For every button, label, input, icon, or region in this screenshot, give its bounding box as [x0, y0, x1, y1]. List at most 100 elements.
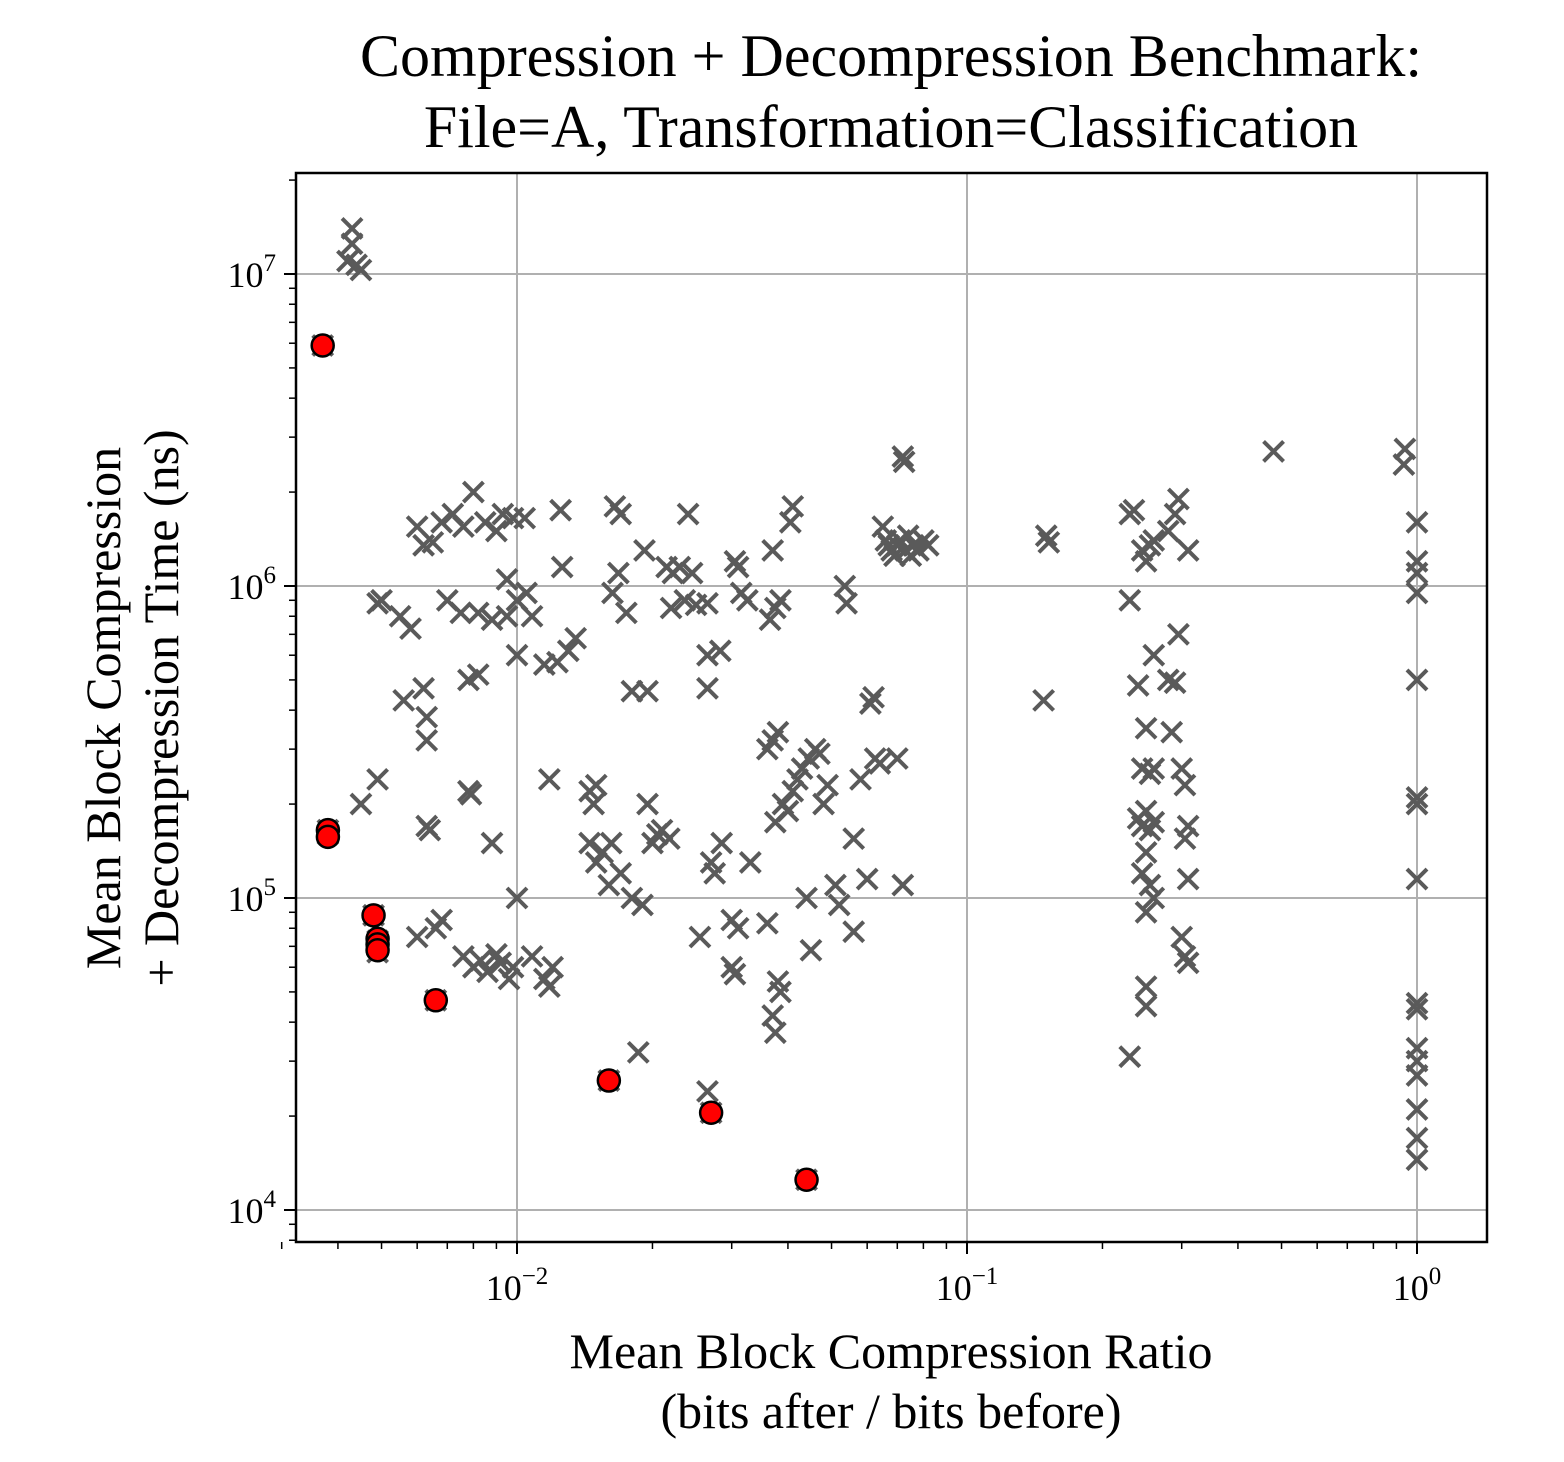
x-marker-point-10 — [399, 617, 422, 641]
x-marker-point-119 — [738, 851, 762, 874]
chart-title-line-1: Compression + Decompression Benchmark: — [360, 23, 1422, 89]
x-marker-point-111 — [720, 955, 744, 979]
chart-title-line-2: File=A, Transformation=Classification — [424, 94, 1358, 160]
x-axis-label-line-1: Mean Block Compression Ratio — [570, 1323, 1213, 1379]
y-axis-label-line-1: Mean Block Compression — [75, 447, 131, 969]
x-marker-point-114 — [696, 1079, 719, 1103]
x-marker-point-120 — [755, 911, 779, 935]
x-marker-point-166 — [891, 445, 915, 468]
x-marker-point-37 — [556, 639, 580, 663]
x-marker-point-2 — [340, 232, 364, 256]
x-marker-point-206 — [1156, 519, 1180, 543]
x-marker-point-152 — [842, 920, 866, 944]
x-marker-point-110 — [726, 916, 750, 940]
x-marker-point-146 — [799, 938, 823, 962]
x-marker-point-133 — [781, 779, 805, 803]
x-marker-point-57 — [469, 949, 492, 973]
x-marker-point-93 — [626, 1040, 650, 1064]
x-marker-point-54 — [430, 908, 454, 932]
pareto-point-10 — [698, 1100, 724, 1125]
x-marker-point-63 — [505, 886, 529, 910]
x-marker-point-64 — [520, 944, 544, 968]
x-marker-point-124 — [769, 588, 792, 612]
pareto-point-11 — [794, 1167, 819, 1193]
x-marker-point-200 — [1138, 873, 1162, 897]
pareto-point-3 — [315, 824, 341, 850]
x-marker-point-167 — [892, 450, 916, 474]
x-marker-point-40 — [412, 676, 435, 700]
x-marker-point-51 — [480, 831, 504, 855]
x-marker-point-222 — [1262, 440, 1285, 463]
x-marker-point-158 — [868, 751, 892, 775]
x-marker-point-211 — [1156, 668, 1180, 692]
x-marker-point-188 — [1126, 674, 1150, 697]
x-marker-point-98 — [680, 561, 704, 585]
x-marker-point-48 — [418, 818, 442, 842]
x-marker-point-72 — [578, 831, 602, 855]
x-marker-point-189 — [1142, 643, 1166, 667]
x-marker-point-85 — [633, 539, 656, 562]
x-marker-point-203 — [1134, 975, 1158, 999]
x-marker-point-104 — [708, 639, 732, 663]
x-marker-point-122 — [761, 539, 785, 562]
x-marker-point-139 — [812, 792, 835, 816]
pareto-point-7 — [365, 938, 390, 963]
x-marker-point-204 — [1134, 994, 1158, 1018]
x-marker-point-224 — [1392, 453, 1416, 476]
x-marker-point-13 — [421, 530, 445, 554]
x-marker-point-86 — [636, 792, 659, 816]
x-marker-point-148 — [827, 893, 851, 917]
x-tick-label-2: 10−1 — [936, 1263, 999, 1308]
x-marker-point-209 — [1176, 539, 1200, 562]
x-marker-point-150 — [835, 591, 858, 615]
x-marker-point-240 — [1405, 1148, 1429, 1172]
x-marker-point-220 — [1173, 944, 1197, 968]
x-marker-point-105 — [696, 676, 719, 700]
x-marker-point-38 — [564, 626, 588, 650]
x-marker-point-14 — [430, 510, 454, 534]
x-marker-point-102 — [696, 591, 719, 615]
x-marker-point-239 — [1405, 1126, 1429, 1150]
x-marker-point-151 — [842, 827, 866, 851]
x-marker-point-154 — [855, 867, 879, 891]
x-marker-point-16 — [451, 515, 475, 539]
x-marker-point-177 — [1032, 688, 1056, 712]
x-marker-point-237 — [1405, 1063, 1429, 1087]
x-marker-point-238 — [1405, 1098, 1429, 1121]
y-tick-label-4: 107 — [228, 250, 277, 295]
x-marker-point-50 — [459, 782, 483, 806]
x-marker-point-227 — [1405, 561, 1429, 585]
x-marker-point-121 — [758, 608, 782, 632]
x-marker-point-84 — [636, 679, 659, 703]
x-marker-point-41 — [415, 705, 439, 729]
x-marker-point-205 — [1118, 1045, 1142, 1069]
x-marker-point-67 — [541, 955, 565, 979]
x-marker-point-66 — [537, 975, 561, 999]
x-marker-point-31 — [520, 604, 544, 628]
x-marker-point-174 — [916, 533, 940, 557]
x-marker-point-232 — [1405, 867, 1429, 891]
x-marker-point-212 — [1163, 671, 1187, 695]
x-marker-point-197 — [1142, 810, 1166, 834]
y-axis-label-line-2: + Decompression Time (ns) — [133, 429, 189, 986]
x-marker-point-36 — [549, 498, 573, 522]
x-marker-point-178 — [1034, 524, 1058, 548]
x-marker-point-129 — [766, 720, 790, 744]
x-marker-point-140 — [816, 773, 840, 797]
x-tick-labels: 10−2 10−1 100 — [486, 1263, 1442, 1308]
x-marker-point-25 — [466, 601, 490, 625]
x-axis-label-line-2: (bits after / bits before) — [661, 1383, 1122, 1439]
x-marker-point-234 — [1405, 997, 1429, 1021]
x-marker-point-153 — [849, 767, 872, 791]
x-marker-point-52 — [405, 925, 429, 949]
x-marker-point-19 — [484, 519, 508, 543]
pareto-point-9 — [596, 1068, 622, 1093]
x-marker-point-96 — [668, 555, 692, 579]
x-marker-point-62 — [501, 955, 525, 979]
x-marker-point-231 — [1405, 792, 1429, 816]
x-marker-point-221 — [1176, 951, 1200, 975]
x-marker-point-8 — [370, 588, 393, 612]
x-marker-point-217 — [1173, 827, 1197, 851]
x-marker-point-202 — [1134, 900, 1158, 924]
